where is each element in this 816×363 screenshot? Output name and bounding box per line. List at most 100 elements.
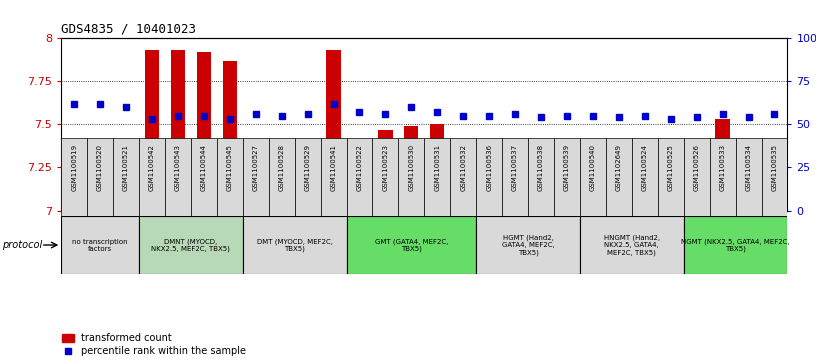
- Text: GSM1100536: GSM1100536: [486, 144, 492, 191]
- Text: GSM1100532: GSM1100532: [460, 144, 466, 191]
- Bar: [554, 138, 580, 216]
- Bar: [191, 138, 217, 216]
- Bar: [242, 138, 268, 216]
- Bar: [347, 216, 477, 274]
- Text: GSM1100533: GSM1100533: [720, 144, 725, 191]
- Bar: [430, 124, 445, 211]
- Text: NGMT (NKX2.5, GATA4, MEF2C,
TBX5): NGMT (NKX2.5, GATA4, MEF2C, TBX5): [681, 238, 790, 252]
- Text: GSM1100545: GSM1100545: [227, 144, 233, 191]
- Bar: [482, 154, 496, 211]
- Bar: [684, 216, 787, 274]
- Text: GSM1100526: GSM1100526: [694, 144, 699, 191]
- Text: protocol: protocol: [2, 240, 42, 250]
- Bar: [710, 138, 735, 216]
- Text: GSM1100540: GSM1100540: [590, 144, 596, 191]
- Bar: [242, 216, 347, 274]
- Bar: [249, 150, 263, 211]
- Text: GSM1100521: GSM1100521: [123, 144, 129, 191]
- Bar: [456, 164, 470, 211]
- Text: GSM1100528: GSM1100528: [279, 144, 285, 191]
- Text: GSM1100529: GSM1100529: [304, 144, 311, 191]
- Bar: [295, 138, 321, 216]
- Text: GSM1100520: GSM1100520: [97, 144, 103, 191]
- Bar: [560, 157, 574, 211]
- Text: GSM1100524: GSM1100524: [642, 144, 648, 191]
- Bar: [586, 157, 600, 211]
- Bar: [353, 152, 366, 211]
- Bar: [684, 138, 710, 216]
- Text: GSM1100523: GSM1100523: [383, 144, 388, 191]
- Text: HNGMT (Hand2,
NKX2.5, GATA4,
MEF2C, TBX5): HNGMT (Hand2, NKX2.5, GATA4, MEF2C, TBX5…: [604, 234, 660, 256]
- Bar: [274, 145, 289, 211]
- Bar: [580, 138, 605, 216]
- Text: DMNT (MYOCD,
NKX2.5, MEF2C, TBX5): DMNT (MYOCD, NKX2.5, MEF2C, TBX5): [152, 238, 230, 252]
- Text: GSM1100531: GSM1100531: [434, 144, 441, 191]
- Bar: [67, 150, 82, 211]
- Bar: [372, 138, 398, 216]
- Bar: [767, 142, 782, 211]
- Text: GDS4835 / 10401023: GDS4835 / 10401023: [61, 23, 196, 36]
- Text: GSM1100538: GSM1100538: [538, 144, 544, 191]
- Bar: [197, 52, 211, 211]
- Bar: [528, 138, 554, 216]
- Text: GSM1100541: GSM1100541: [330, 144, 336, 191]
- Text: GSM1100527: GSM1100527: [253, 144, 259, 191]
- Bar: [534, 157, 548, 211]
- Text: GSM1100537: GSM1100537: [512, 144, 518, 191]
- Text: GSM1100539: GSM1100539: [564, 144, 570, 191]
- Bar: [139, 138, 165, 216]
- Bar: [217, 138, 242, 216]
- Text: GSM1100519: GSM1100519: [71, 144, 78, 191]
- Text: GSM1102649: GSM1102649: [616, 144, 622, 191]
- Bar: [300, 143, 315, 211]
- Bar: [347, 138, 372, 216]
- Bar: [119, 150, 133, 211]
- Text: no transcription
factors: no transcription factors: [73, 238, 128, 252]
- Bar: [716, 119, 730, 211]
- Bar: [404, 126, 419, 211]
- Bar: [326, 50, 340, 211]
- Bar: [477, 216, 580, 274]
- Text: HGMT (Hand2,
GATA4, MEF2C,
TBX5): HGMT (Hand2, GATA4, MEF2C, TBX5): [502, 234, 554, 256]
- Bar: [145, 50, 159, 211]
- Bar: [637, 157, 652, 211]
- Bar: [61, 138, 87, 216]
- Text: GSM1100544: GSM1100544: [201, 144, 206, 191]
- Text: GSM1100525: GSM1100525: [667, 144, 674, 191]
- Bar: [268, 138, 295, 216]
- Bar: [87, 138, 113, 216]
- Bar: [502, 138, 528, 216]
- Bar: [424, 138, 450, 216]
- Bar: [379, 130, 392, 211]
- Bar: [113, 138, 139, 216]
- Text: GSM1100534: GSM1100534: [746, 144, 752, 191]
- Bar: [171, 50, 185, 211]
- Bar: [742, 154, 756, 211]
- Bar: [165, 138, 191, 216]
- Legend: transformed count, percentile rank within the sample: transformed count, percentile rank withi…: [62, 333, 246, 356]
- Bar: [632, 138, 658, 216]
- Bar: [477, 138, 502, 216]
- Bar: [658, 138, 684, 216]
- Bar: [612, 157, 626, 211]
- Bar: [508, 150, 522, 211]
- Bar: [93, 142, 107, 211]
- Bar: [139, 216, 242, 274]
- Bar: [690, 176, 703, 211]
- Bar: [761, 138, 787, 216]
- Text: GSM1100535: GSM1100535: [771, 144, 778, 191]
- Bar: [223, 61, 237, 211]
- Bar: [321, 138, 347, 216]
- Bar: [580, 216, 684, 274]
- Text: GMT (GATA4, MEF2C,
TBX5): GMT (GATA4, MEF2C, TBX5): [375, 238, 448, 252]
- Text: GSM1100530: GSM1100530: [408, 144, 415, 191]
- Bar: [61, 216, 139, 274]
- Bar: [735, 138, 761, 216]
- Text: GSM1100522: GSM1100522: [357, 144, 362, 191]
- Text: GSM1100542: GSM1100542: [149, 144, 155, 191]
- Text: DMT (MYOCD, MEF2C,
TBX5): DMT (MYOCD, MEF2C, TBX5): [257, 238, 333, 252]
- Bar: [605, 138, 632, 216]
- Bar: [398, 138, 424, 216]
- Text: GSM1100543: GSM1100543: [175, 144, 181, 191]
- Bar: [450, 138, 477, 216]
